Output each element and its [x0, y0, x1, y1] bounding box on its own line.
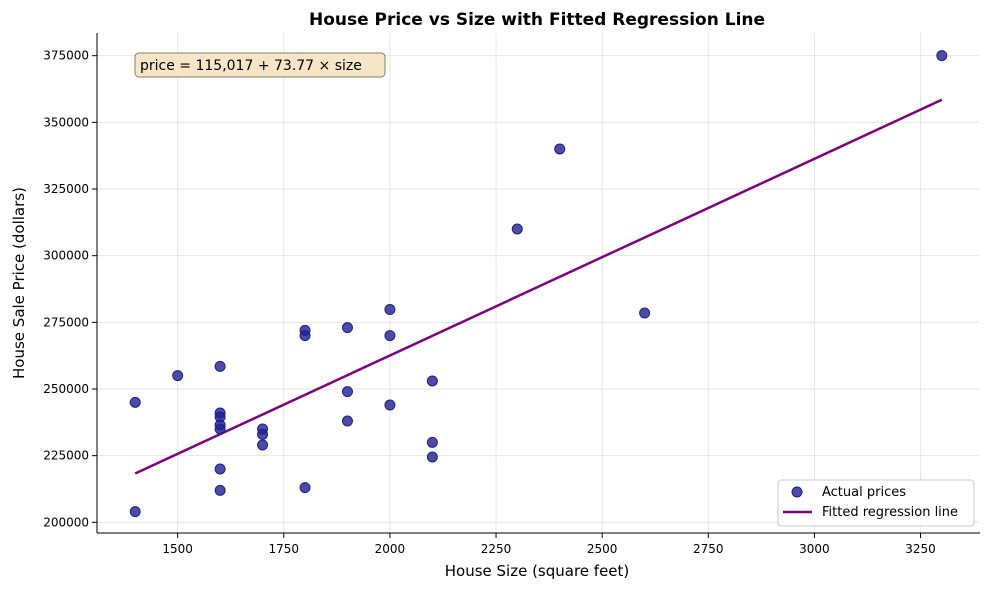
scatter-point: [214, 423, 226, 435]
regression-line-layer: [134, 98, 943, 475]
scatter-point: [426, 375, 438, 387]
scatter-point: [384, 399, 396, 411]
scatter-point: [341, 386, 353, 398]
y-tick-label: 200000: [43, 515, 89, 529]
y-tick-label: 350000: [43, 115, 89, 129]
y-tick-label: 225000: [43, 449, 89, 463]
x-tick-label: 2250: [481, 542, 512, 556]
scatter-point: [426, 451, 438, 463]
y-tick-label: 375000: [43, 49, 89, 63]
x-tick-label: 2500: [587, 542, 618, 556]
y-tick-label: 325000: [43, 182, 89, 196]
scatter-point: [426, 436, 438, 448]
x-tick-label: 3250: [905, 542, 936, 556]
legend-label-actual-prices: Actual prices: [822, 485, 906, 500]
scatter-point: [511, 223, 523, 235]
legend-box: [777, 479, 975, 527]
scatter-point: [214, 360, 226, 372]
scatter-point: [554, 143, 566, 155]
axes-layer: [96, 33, 980, 534]
scatter-point: [639, 307, 651, 319]
y-tick-label: 250000: [43, 382, 89, 396]
scatter-point: [341, 415, 353, 427]
equation-box: [134, 52, 386, 78]
y-axis-label: House Sale Price (dollars): [10, 187, 28, 379]
scatter-point: [299, 330, 311, 342]
y-tick-label: 275000: [43, 315, 89, 329]
scatter-point: [129, 506, 141, 518]
x-tick-label: 1750: [269, 542, 300, 556]
scatter-points-layer: [129, 50, 948, 518]
scatter-point: [384, 304, 396, 316]
legend-marker-actual-prices: [791, 486, 803, 498]
y-tick-label: 300000: [43, 249, 89, 263]
legend: Actual prices Fitted regression line: [777, 479, 975, 527]
grid-layer: [97, 33, 980, 533]
regression-line: [134, 98, 943, 475]
equation-text: price = 115,017 + 73.77 × size: [140, 58, 362, 74]
x-tick-label: 2000: [375, 542, 406, 556]
scatter-point: [257, 439, 269, 451]
scatter-point: [384, 330, 396, 342]
chart-title: House Price vs Size with Fitted Regressi…: [309, 10, 765, 30]
equation-annotation: price = 115,017 + 73.77 × size: [134, 52, 386, 78]
scatter-point: [129, 396, 141, 408]
scatter-point: [341, 322, 353, 334]
x-axis-label: House Size (square feet): [445, 562, 630, 580]
scatter-point: [214, 463, 226, 475]
x-tick-label: 1500: [162, 542, 193, 556]
x-tick-label: 2750: [693, 542, 724, 556]
scatter-point: [936, 50, 948, 62]
scatter-point: [257, 428, 269, 440]
ticks-layer: 1500 1750 2000 2250 2500 2750 3000 3250 200000 22…: [43, 49, 936, 556]
legend-label-regression-line: Fitted regression line: [822, 505, 958, 520]
scatter-point: [299, 482, 311, 494]
scatter-point: [214, 484, 226, 496]
scatter-point: [172, 370, 184, 382]
x-tick-label: 3000: [799, 542, 830, 556]
